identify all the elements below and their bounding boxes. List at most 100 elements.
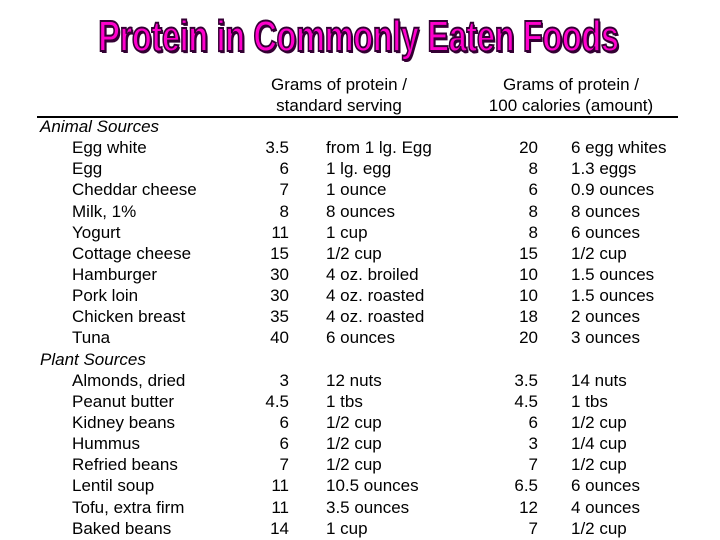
protein-per-100-calories: 8 <box>528 222 538 242</box>
serving-size: 1/2 cup <box>326 434 382 454</box>
section-header-row: Animal Sources <box>0 116 720 137</box>
food-name: Yogurt <box>72 222 121 242</box>
protein-per-100-calories: 6.5 <box>514 476 538 496</box>
amount-per-100-calories: 6 ounces <box>571 476 640 496</box>
serving-size: 1 cup <box>326 222 368 242</box>
amount-per-100-calories: 1/2 cup <box>571 455 627 475</box>
serving-size: 4 oz. roasted <box>326 286 425 306</box>
table-row: Almonds, dried 3 12 nuts 3.5 14 nuts <box>0 370 720 391</box>
protein-per-100-calories: 10 <box>519 264 538 284</box>
protein-per-serving: 7 <box>279 180 289 200</box>
protein-per-serving: 6 <box>279 412 289 432</box>
food-name: Cottage cheese <box>72 243 192 263</box>
amount-per-100-calories: 6 egg whites <box>571 138 667 158</box>
serving-size: 1/2 cup <box>326 243 382 263</box>
protein-per-serving: 11 <box>271 476 289 496</box>
serving-size: 1 cup <box>326 518 368 538</box>
serving-size: 1 tbs <box>326 391 363 411</box>
serving-size: 1 lg. egg <box>326 159 392 179</box>
page-title: Protein in Commonly Eaten Foods <box>98 11 620 62</box>
protein-per-serving: 4.5 <box>265 391 289 411</box>
food-name: Tuna <box>72 328 111 348</box>
serving-size: 6 ounces <box>326 328 395 348</box>
table-row: Pork loin 30 4 oz. roasted 10 1.5 ounces <box>0 285 720 306</box>
amount-per-100-calories: 14 nuts <box>571 370 627 390</box>
table-row: Egg 6 1 lg. egg 8 1.3 eggs <box>0 158 720 179</box>
food-name: Refried beans <box>72 455 178 475</box>
protein-per-100-calories: 20 <box>519 138 538 158</box>
table-row: Tofu, extra firm 11 3.5 ounces 12 4 ounces <box>0 497 720 518</box>
food-name: Egg white <box>72 138 147 158</box>
protein-per-100-calories: 3 <box>528 434 538 454</box>
protein-per-serving: 8 <box>279 201 289 221</box>
table-row: Cottage cheese 15 1/2 cup 15 1/2 cup <box>0 243 720 264</box>
table-row: Tuna 40 6 ounces 20 3 ounces <box>0 327 720 348</box>
protein-per-100-calories: 4.5 <box>514 391 538 411</box>
amount-per-100-calories: 4 ounces <box>571 497 640 517</box>
protein-per-100-calories: 7 <box>528 455 538 475</box>
protein-per-100-calories: 6 <box>528 412 538 432</box>
amount-per-100-calories: 1.3 eggs <box>571 159 637 179</box>
column-header-line: Grams of protein / <box>502 75 640 94</box>
food-name: Lentil soup <box>72 476 155 496</box>
column-header-line: 100 calories (amount) <box>488 96 654 115</box>
serving-size: 1/2 cup <box>326 412 382 432</box>
protein-per-100-calories: 8 <box>528 159 538 179</box>
protein-per-serving: 35 <box>270 307 289 327</box>
table-row: Cheddar cheese 7 1 ounce 6 0.9 ounces <box>0 179 720 200</box>
table-row: Baked beans 14 1 cup 7 1/2 cup <box>0 518 720 539</box>
serving-size: 1/2 cup <box>326 455 382 475</box>
amount-per-100-calories: 1.5 ounces <box>571 264 655 284</box>
table-row: Egg white 3.5 from 1 lg. Egg 20 6 egg whites <box>0 137 720 158</box>
serving-size: 10.5 ounces <box>326 476 419 496</box>
protein-per-serving: 11 <box>271 222 289 242</box>
protein-per-100-calories: 18 <box>519 307 538 327</box>
table-row: Hamburger 30 4 oz. broiled 10 1.5 ounces <box>0 264 720 285</box>
protein-per-serving: 3.5 <box>265 138 289 158</box>
amount-per-100-calories: 3 ounces <box>571 328 640 348</box>
amount-per-100-calories: 1.5 ounces <box>571 286 655 306</box>
amount-per-100-calories: 1 tbs <box>571 391 608 411</box>
food-name: Milk, 1% <box>72 201 137 221</box>
protein-per-serving: 15 <box>270 243 289 263</box>
food-name: Chicken breast <box>72 307 186 327</box>
section-label: Plant Sources <box>40 349 146 369</box>
table-row: Hummus 6 1/2 cup 3 1/4 cup <box>0 433 720 454</box>
amount-per-100-calories: 6 ounces <box>571 222 640 242</box>
table-row: Chicken breast 35 4 oz. roasted 18 2 ounces <box>0 306 720 327</box>
table-row: Lentil soup 11 10.5 ounces 6.5 6 ounces <box>0 475 720 496</box>
amount-per-100-calories: 1/2 cup <box>571 243 627 263</box>
protein-per-100-calories: 3.5 <box>514 370 538 390</box>
protein-per-100-calories: 10 <box>519 286 538 306</box>
amount-per-100-calories: 1/2 cup <box>571 518 627 538</box>
food-name: Kidney beans <box>72 412 176 432</box>
serving-size: 12 nuts <box>326 370 382 390</box>
protein-table: Animal Sources Egg white 3.5 from 1 lg. Egg… <box>0 116 720 539</box>
amount-per-100-calories: 8 ounces <box>571 201 640 221</box>
table-row: Peanut butter 4.5 1 tbs 4.5 1 tbs <box>0 391 720 412</box>
serving-size: 4 oz. roasted <box>326 307 425 327</box>
column-header-per-100-calories: Grams of protein / 100 calories (amount) <box>461 74 681 116</box>
section-header-row: Plant Sources <box>0 349 720 370</box>
food-name: Peanut butter <box>72 391 175 411</box>
protein-per-100-calories: 12 <box>519 497 538 517</box>
serving-size: 1 ounce <box>326 180 387 200</box>
serving-size: 8 ounces <box>326 201 395 221</box>
column-header-line: standard serving <box>276 96 402 115</box>
protein-per-serving: 30 <box>270 264 289 284</box>
protein-per-serving: 11 <box>271 497 289 517</box>
protein-per-100-calories: 6 <box>528 180 538 200</box>
protein-per-serving: 14 <box>270 518 289 538</box>
protein-per-100-calories: 20 <box>519 328 538 348</box>
protein-per-serving: 40 <box>270 328 289 348</box>
column-header-line: Grams of protein / <box>270 75 408 94</box>
protein-per-serving: 6 <box>279 159 289 179</box>
protein-per-100-calories: 15 <box>519 243 538 263</box>
amount-per-100-calories: 2 ounces <box>571 307 640 327</box>
column-header-per-serving: Grams of protein / standard serving <box>229 74 449 116</box>
amount-per-100-calories: 1/4 cup <box>571 434 627 454</box>
table-row: Refried beans 7 1/2 cup 7 1/2 cup <box>0 454 720 475</box>
food-name: Egg <box>72 159 103 179</box>
table-row: Milk, 1% 8 8 ounces 8 8 ounces <box>0 201 720 222</box>
food-name: Hummus <box>72 434 141 454</box>
